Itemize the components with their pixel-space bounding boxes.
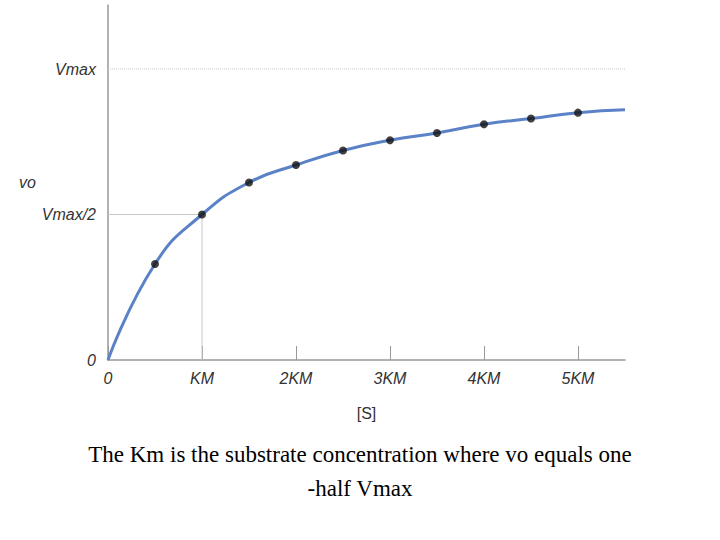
svg-text:[S]: [S] [357,405,377,422]
svg-text:2KM: 2KM [279,370,314,387]
svg-text:0: 0 [104,370,113,387]
svg-text:0: 0 [87,352,96,369]
svg-text:vo: vo [19,174,36,191]
svg-text:KM: KM [190,370,215,387]
svg-text:Vmax: Vmax [55,61,97,78]
svg-text:Vmax/2: Vmax/2 [42,206,96,223]
svg-text:3KM: 3KM [374,370,408,387]
html-text:-half Vmax: -half Vmax [307,476,413,501]
svg-text:4KM: 4KM [468,370,502,387]
svg-text:5KM: 5KM [562,370,596,387]
html-text:The Km is the substrate concen: The Km is the substrate concentration wh… [88,442,632,467]
